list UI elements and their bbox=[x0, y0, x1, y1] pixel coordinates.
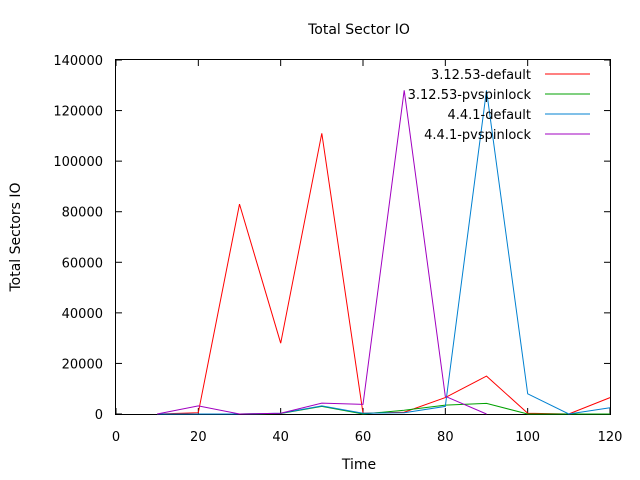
y-tick-label: 140000 bbox=[53, 54, 103, 69]
legend-label: 4.4.1-pvspinlock bbox=[424, 128, 531, 143]
legend-label: 3.12.53-default bbox=[431, 68, 531, 83]
y-tick-label: 40000 bbox=[62, 307, 103, 322]
x-tick-label: 80 bbox=[437, 430, 454, 445]
x-tick-label: 100 bbox=[515, 430, 540, 445]
y-tick-label: 80000 bbox=[62, 206, 103, 221]
x-tick-label: 20 bbox=[190, 430, 207, 445]
y-axis-title: Total Sectors IO bbox=[8, 182, 24, 292]
series-line-3 bbox=[157, 90, 611, 415]
y-tick-label: 20000 bbox=[62, 357, 103, 372]
x-axis-title: Time bbox=[341, 457, 376, 473]
legend-label: 3.12.53-pvspinlock bbox=[408, 88, 532, 103]
axis-tick-labels: 0 20 40 60 80 100 120 0 20000 40000 60000 80000 1000… bbox=[53, 54, 622, 445]
legend-label: 4.4.1-default bbox=[447, 108, 531, 123]
plot-area-frame bbox=[115, 59, 611, 415]
x-tick-label: 40 bbox=[272, 430, 289, 445]
series-lines bbox=[157, 90, 611, 415]
y-tick-label: 100000 bbox=[53, 155, 103, 170]
legend: 3.12.53-default 3.12.53-pvspinlock 4.4.1-d… bbox=[408, 68, 590, 143]
x-tick-label: 120 bbox=[598, 430, 623, 445]
series-line-1 bbox=[157, 133, 611, 415]
axis-ticks bbox=[115, 59, 611, 415]
y-tick-label: 0 bbox=[95, 408, 103, 423]
x-tick-label: 0 bbox=[112, 430, 120, 445]
y-tick-label: 60000 bbox=[62, 256, 103, 271]
y-tick-label: 120000 bbox=[53, 105, 103, 120]
series-line-4 bbox=[157, 90, 487, 415]
series-line-2 bbox=[157, 402, 610, 415]
x-tick-label: 60 bbox=[355, 430, 372, 445]
chart-title: Total Sector IO bbox=[307, 22, 410, 38]
